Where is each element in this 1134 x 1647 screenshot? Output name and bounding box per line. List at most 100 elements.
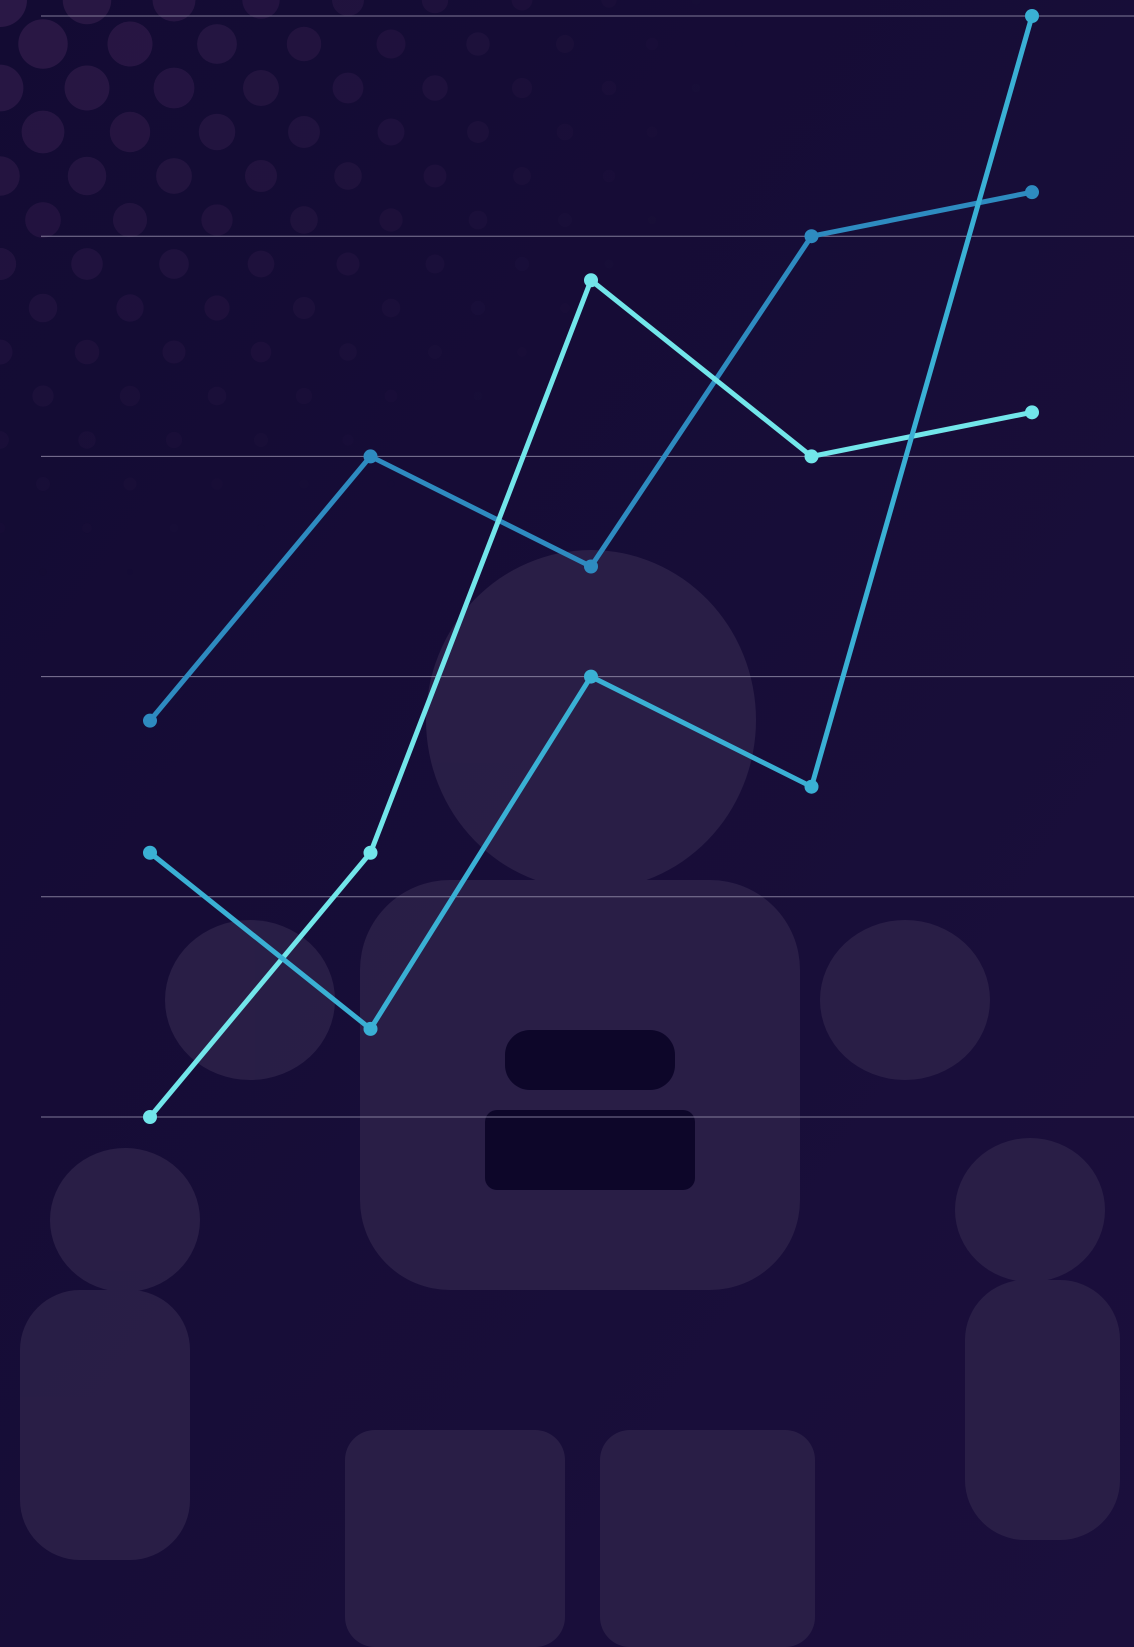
data-point: [143, 846, 157, 860]
dot: [29, 294, 58, 323]
dot: [243, 70, 279, 106]
data-point: [364, 1022, 378, 1036]
dot: [248, 251, 275, 278]
data-point: [143, 1110, 157, 1124]
dot: [602, 81, 617, 96]
dot: [199, 114, 236, 151]
dot: [384, 389, 397, 402]
data-point: [364, 846, 378, 860]
dot: [431, 436, 440, 445]
data-point: [584, 273, 598, 287]
dot: [71, 248, 103, 280]
chart: [0, 0, 1134, 1647]
dot: [473, 391, 483, 401]
dot: [515, 257, 530, 272]
dot: [107, 21, 152, 66]
dot: [557, 124, 574, 141]
data-point: [805, 780, 819, 794]
data-point: [1025, 405, 1039, 419]
dot: [333, 73, 364, 104]
dot: [162, 340, 185, 363]
dot: [257, 524, 265, 532]
dot: [422, 75, 448, 101]
dot: [691, 83, 700, 92]
dot: [512, 78, 532, 98]
dot: [169, 523, 178, 532]
dot: [68, 157, 107, 196]
data-point: [1025, 185, 1039, 199]
dot: [377, 118, 404, 145]
dot: [201, 204, 232, 235]
dot: [387, 480, 394, 487]
dot: [379, 208, 402, 231]
dot: [251, 342, 272, 363]
dot: [647, 215, 656, 224]
dot: [425, 254, 444, 273]
dot: [603, 170, 616, 183]
dot: [471, 301, 486, 316]
dot: [692, 172, 700, 180]
dot: [123, 477, 136, 490]
dot: [40, 569, 47, 576]
data-point: [805, 229, 819, 243]
dot: [290, 206, 318, 234]
dot: [287, 27, 321, 61]
dot: [75, 340, 100, 365]
dot: [646, 38, 659, 51]
dot: [113, 203, 147, 237]
dot: [159, 249, 189, 279]
dot: [466, 32, 490, 56]
dot: [646, 126, 657, 137]
dot: [299, 479, 309, 489]
dot: [735, 40, 742, 47]
dot: [156, 158, 192, 194]
data-point: [143, 714, 157, 728]
dot: [342, 434, 354, 446]
dot: [556, 35, 574, 53]
data-point: [584, 670, 598, 684]
dot: [65, 66, 110, 111]
dot: [116, 294, 143, 321]
dot: [334, 162, 362, 190]
dot: [254, 433, 268, 447]
data-point: [584, 560, 598, 574]
data-point: [1025, 9, 1039, 23]
dot: [513, 167, 531, 185]
dot: [339, 343, 357, 361]
dot: [296, 388, 312, 404]
dot: [110, 112, 150, 152]
dot: [336, 252, 359, 275]
dot: [558, 213, 572, 227]
dot: [154, 68, 195, 109]
dot: [560, 303, 570, 313]
dot: [469, 211, 488, 230]
dot: [82, 523, 92, 533]
dot: [78, 431, 95, 448]
dot: [208, 387, 227, 406]
dot: [120, 386, 140, 406]
page: (() => { const data = JSON.parse(documen…: [0, 0, 1134, 1647]
data-point: [805, 449, 819, 463]
dot: [211, 478, 223, 490]
dot: [382, 299, 401, 318]
dot: [376, 29, 405, 58]
dot: [245, 160, 277, 192]
dot: [18, 19, 67, 68]
dot: [22, 111, 65, 154]
dot: [32, 385, 53, 406]
dot: [127, 569, 133, 575]
dot: [467, 121, 489, 143]
data-point: [364, 449, 378, 463]
dot: [428, 345, 442, 359]
dot: [166, 432, 182, 448]
dot: [424, 165, 447, 188]
dot: [604, 259, 614, 269]
dot: [517, 347, 527, 357]
dot: [25, 202, 61, 238]
dot: [288, 116, 320, 148]
dot: [197, 24, 237, 64]
dot: [736, 129, 742, 135]
dot: [36, 477, 50, 491]
dot: [293, 297, 315, 319]
dot: [204, 295, 229, 320]
